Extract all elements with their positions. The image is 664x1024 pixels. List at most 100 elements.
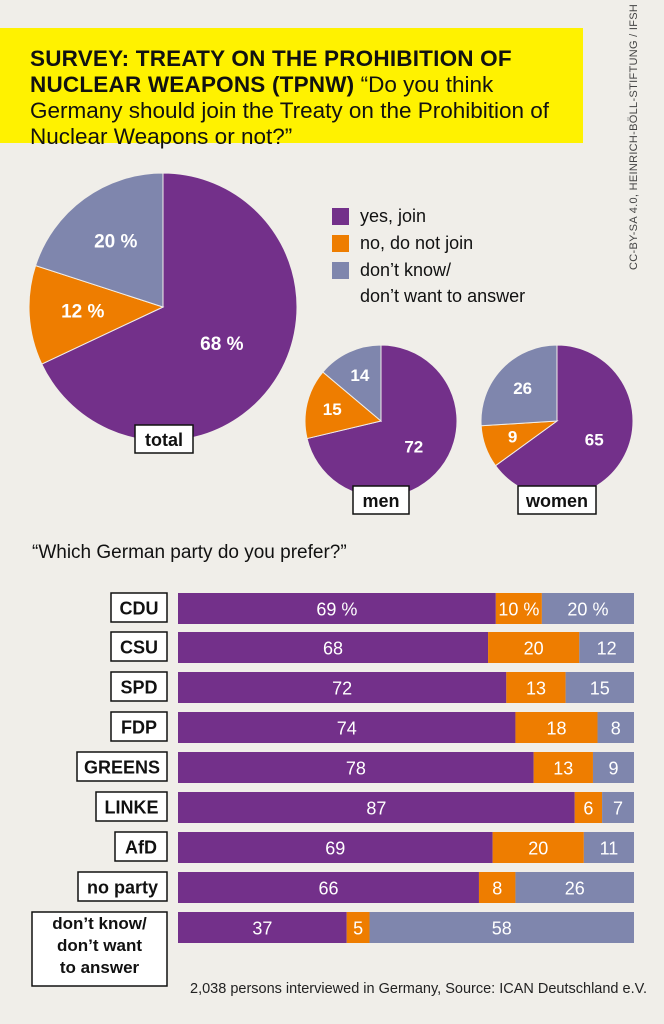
bar-no-segment xyxy=(495,593,542,624)
bar-no-label: 13 xyxy=(526,679,546,699)
pie-men-label-yes: 72 xyxy=(404,437,423,456)
pie-men-slice-yes xyxy=(306,344,458,498)
bar-dontknow-segment xyxy=(565,672,634,703)
category-label: CSU xyxy=(120,638,158,658)
pie-women-label-no: 9 xyxy=(508,427,517,446)
bar-yes-segment xyxy=(178,872,479,903)
bar-yes-segment xyxy=(178,792,575,823)
bar-no-label: 6 xyxy=(583,799,593,819)
bar-no-segment xyxy=(515,712,598,743)
survey-question: “Do you think Germany should join the Tr… xyxy=(30,72,550,149)
bar-no-segment xyxy=(506,672,566,703)
category-label: FDP xyxy=(121,718,157,738)
pie-total-name-box xyxy=(134,424,194,454)
category-label-box xyxy=(114,831,168,862)
title-banner xyxy=(0,28,583,143)
category-label: don’t know/don’t want to answer xyxy=(52,914,147,977)
bar-dontknow-segment xyxy=(369,912,634,943)
category-label-box xyxy=(110,711,168,742)
pie-total: 68 % 12 % 20 % total xyxy=(28,172,298,454)
bar-yes-segment xyxy=(178,672,507,703)
pie-women: 65 9 26 women xyxy=(480,344,634,515)
bar-yes-segment xyxy=(178,832,493,863)
legend-label-no: no, do not join xyxy=(360,233,474,253)
legend-label-dontknow-line1: don’t know/ xyxy=(360,260,452,280)
category-label-box xyxy=(76,751,168,782)
bar-row: 69 % 10 % 20 % CDU xyxy=(110,592,634,624)
pie-women-slice-dontknow xyxy=(480,344,558,427)
pie-men-slice-no xyxy=(304,371,383,440)
category-label-box xyxy=(110,671,168,702)
bar-yes-segment xyxy=(178,912,347,943)
bar-no-label: 20 xyxy=(524,639,544,659)
bar-yes-segment xyxy=(178,752,534,783)
bar-no-segment xyxy=(346,912,370,943)
bar-yes-label: 66 xyxy=(318,879,338,899)
pie-total-slice-no xyxy=(28,264,165,365)
legend-swatch-dontknow xyxy=(332,262,349,279)
legend: yes, join no, do not join don’t know/ do… xyxy=(332,200,592,310)
bar-no-label: 18 xyxy=(546,719,566,739)
bar-dontknow-segment xyxy=(583,832,634,863)
bar-no-segment xyxy=(533,752,593,783)
bar-row: 68 20 12 CSU xyxy=(110,631,634,663)
bar-dontknow-label: 20 % xyxy=(567,600,608,620)
bar-row: 74 18 8 FDP xyxy=(110,711,634,743)
bar-row: 72 13 15 SPD xyxy=(110,671,634,703)
bar-dontknow-label: 26 xyxy=(565,879,585,899)
category-label-box xyxy=(95,791,168,822)
category-label-box xyxy=(110,631,168,662)
bar-row: 37 5 58 don’t know/don’t want to answer xyxy=(31,911,634,987)
pie-total-slice-yes xyxy=(41,172,298,442)
bar-yes-label: 69 % xyxy=(316,600,357,620)
pie-men-name: men xyxy=(362,491,399,511)
bar-dontknow-segment xyxy=(541,593,634,624)
bar-yes-segment xyxy=(178,712,516,743)
chart-title-block: SURVEY: TREATY ON THE PROHIBITION OF NUC… xyxy=(30,46,570,150)
bar-yes-label: 87 xyxy=(366,799,386,819)
bar-yes-label: 37 xyxy=(252,919,272,939)
bar-dontknow-segment xyxy=(579,632,634,663)
bar-row: 78 13 9 GREENS xyxy=(76,751,634,783)
category-label: GREENS xyxy=(84,758,160,778)
bar-no-label: 20 xyxy=(528,839,548,859)
category-label-box xyxy=(110,592,168,623)
pie-men-slice-dontknow xyxy=(322,344,382,423)
bar-no-label: 8 xyxy=(492,879,502,899)
pie-women-label-yes: 65 xyxy=(585,430,604,449)
pie-total-label-dontknow: 20 % xyxy=(94,231,137,252)
pie-men: 72 15 14 men xyxy=(304,344,458,515)
bar-dontknow-label: 11 xyxy=(600,839,619,859)
bar-no-segment xyxy=(478,872,516,903)
bar-dontknow-label: 9 xyxy=(608,759,618,779)
bar-no-segment xyxy=(492,832,584,863)
bar-row: 66 8 26 no party xyxy=(77,871,634,903)
pie-total-label-no: 12 % xyxy=(61,302,104,323)
bar-yes-label: 74 xyxy=(337,719,357,739)
bar-no-segment xyxy=(488,632,580,663)
bar-dontknow-label: 58 xyxy=(492,919,512,939)
bar-dontknow-label: 15 xyxy=(590,679,610,699)
category-label-box xyxy=(77,871,168,902)
chart-title: SURVEY: TREATY ON THE PROHIBITION OF NUC… xyxy=(30,46,512,97)
pie-women-label-dontknow: 26 xyxy=(513,379,532,398)
bar-yes-label: 69 xyxy=(325,839,345,859)
pie-women-name-box xyxy=(517,485,597,515)
bar-no-label: 13 xyxy=(553,759,573,779)
pie-men-label-no: 15 xyxy=(323,400,342,419)
bar-yes-label: 78 xyxy=(346,759,366,779)
pie-men-label-dontknow: 14 xyxy=(350,366,369,385)
legend-swatch-no xyxy=(332,235,349,252)
bar-no-segment xyxy=(574,792,603,823)
legend-label-dontknow-line2: don’t want to answer xyxy=(360,286,526,306)
pie-men-name-box xyxy=(352,485,410,515)
category-label: CDU xyxy=(120,599,159,619)
pie-women-name: women xyxy=(525,491,588,511)
pie-total-name: total xyxy=(145,430,183,450)
bar-yes-segment xyxy=(178,632,489,663)
bar-dontknow-segment xyxy=(592,752,634,783)
category-label-box xyxy=(31,911,168,987)
bar-dontknow-label: 12 xyxy=(597,639,617,659)
category-label: no party xyxy=(87,878,158,898)
